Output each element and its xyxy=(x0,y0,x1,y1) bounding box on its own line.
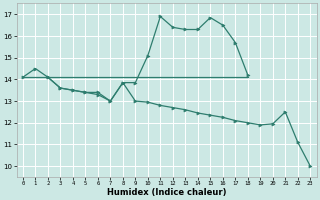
X-axis label: Humidex (Indice chaleur): Humidex (Indice chaleur) xyxy=(107,188,226,197)
